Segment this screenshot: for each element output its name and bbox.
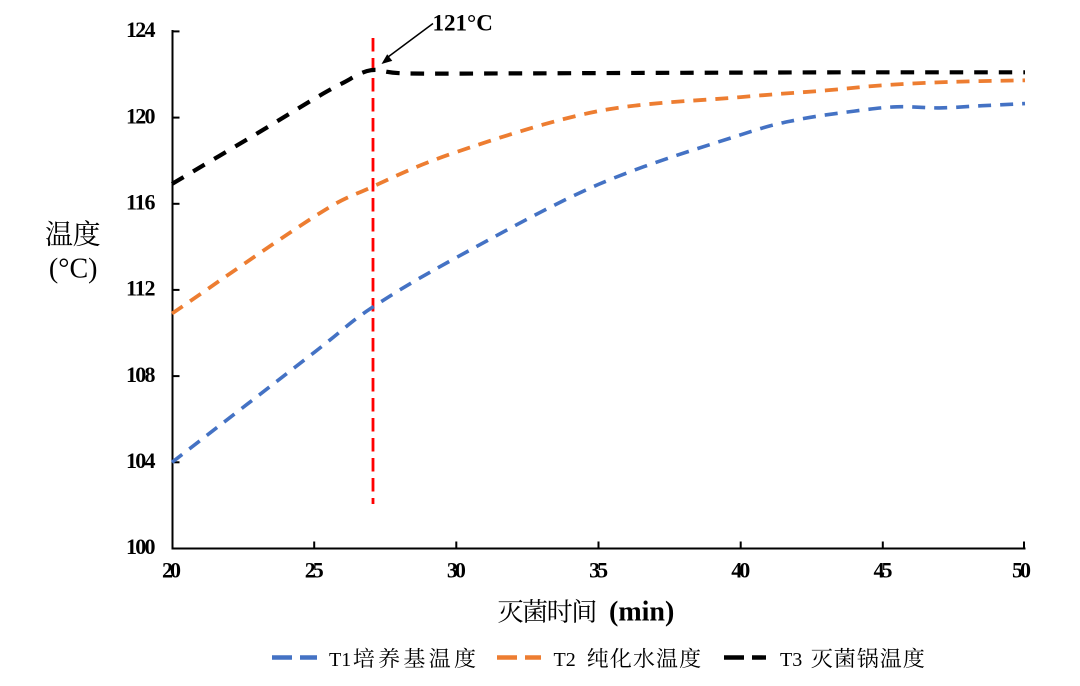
- svg-text:45: 45: [874, 558, 893, 583]
- svg-text:40: 40: [731, 558, 750, 583]
- svg-text:116: 116: [126, 190, 156, 215]
- svg-text:25: 25: [305, 558, 324, 583]
- svg-text:112: 112: [126, 276, 156, 301]
- svg-text:100: 100: [126, 534, 156, 559]
- svg-text:108: 108: [126, 362, 156, 387]
- svg-text:T3: T3: [780, 649, 802, 671]
- svg-text:T1: T1: [329, 649, 351, 671]
- svg-text:T2: T2: [554, 649, 576, 671]
- svg-text:104: 104: [126, 448, 156, 473]
- svg-text:(min): (min): [609, 596, 674, 627]
- svg-text:(°C): (°C): [49, 254, 98, 285]
- svg-text:120: 120: [126, 103, 156, 128]
- svg-text:50: 50: [1012, 558, 1031, 583]
- svg-text:124: 124: [126, 17, 156, 42]
- svg-text:30: 30: [447, 558, 466, 583]
- svg-text:121°C: 121°C: [433, 11, 493, 36]
- svg-text:35: 35: [589, 558, 608, 583]
- svg-text:20: 20: [162, 558, 181, 583]
